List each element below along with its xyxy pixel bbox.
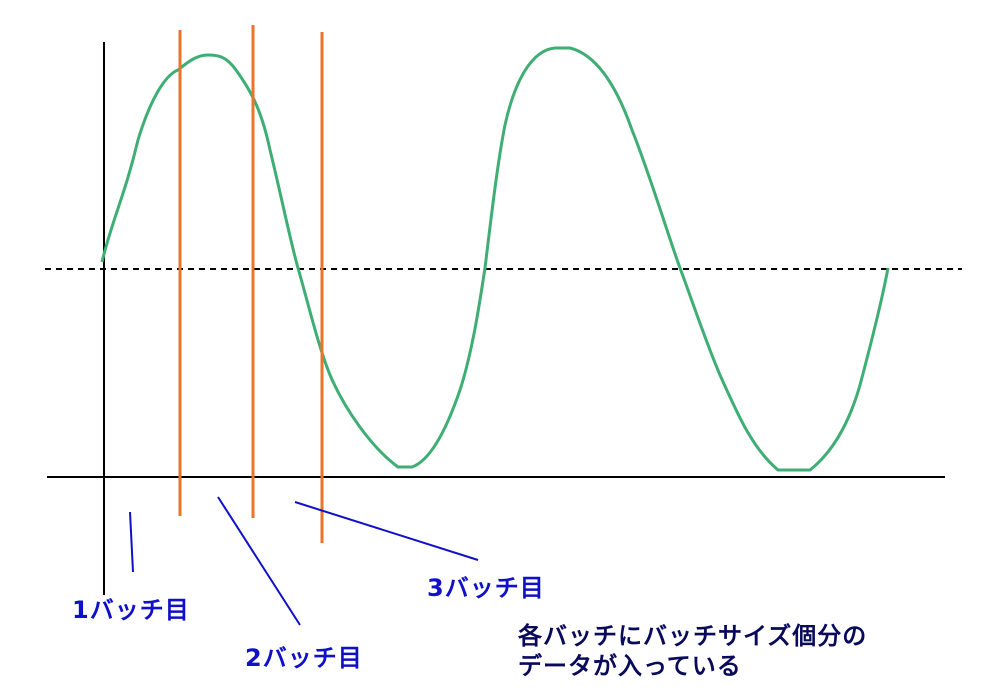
batch-label-2: 2バッチ目 bbox=[245, 644, 363, 672]
batch-label-1: 1バッチ目 bbox=[72, 596, 190, 624]
pointer-line-1 bbox=[129, 511, 134, 573]
sine-wave bbox=[100, 46, 890, 472]
explanation-note: 各バッチにバッチサイズ個分の データが入っている bbox=[518, 621, 867, 681]
note-line-2: データが入っている bbox=[518, 652, 742, 680]
batch-label-3: 3バッチ目 bbox=[427, 574, 545, 602]
note-line-1: 各バッチにバッチサイズ個分の bbox=[518, 622, 868, 650]
pointer-line-2 bbox=[217, 496, 301, 626]
pointer-line-3 bbox=[294, 501, 479, 561]
